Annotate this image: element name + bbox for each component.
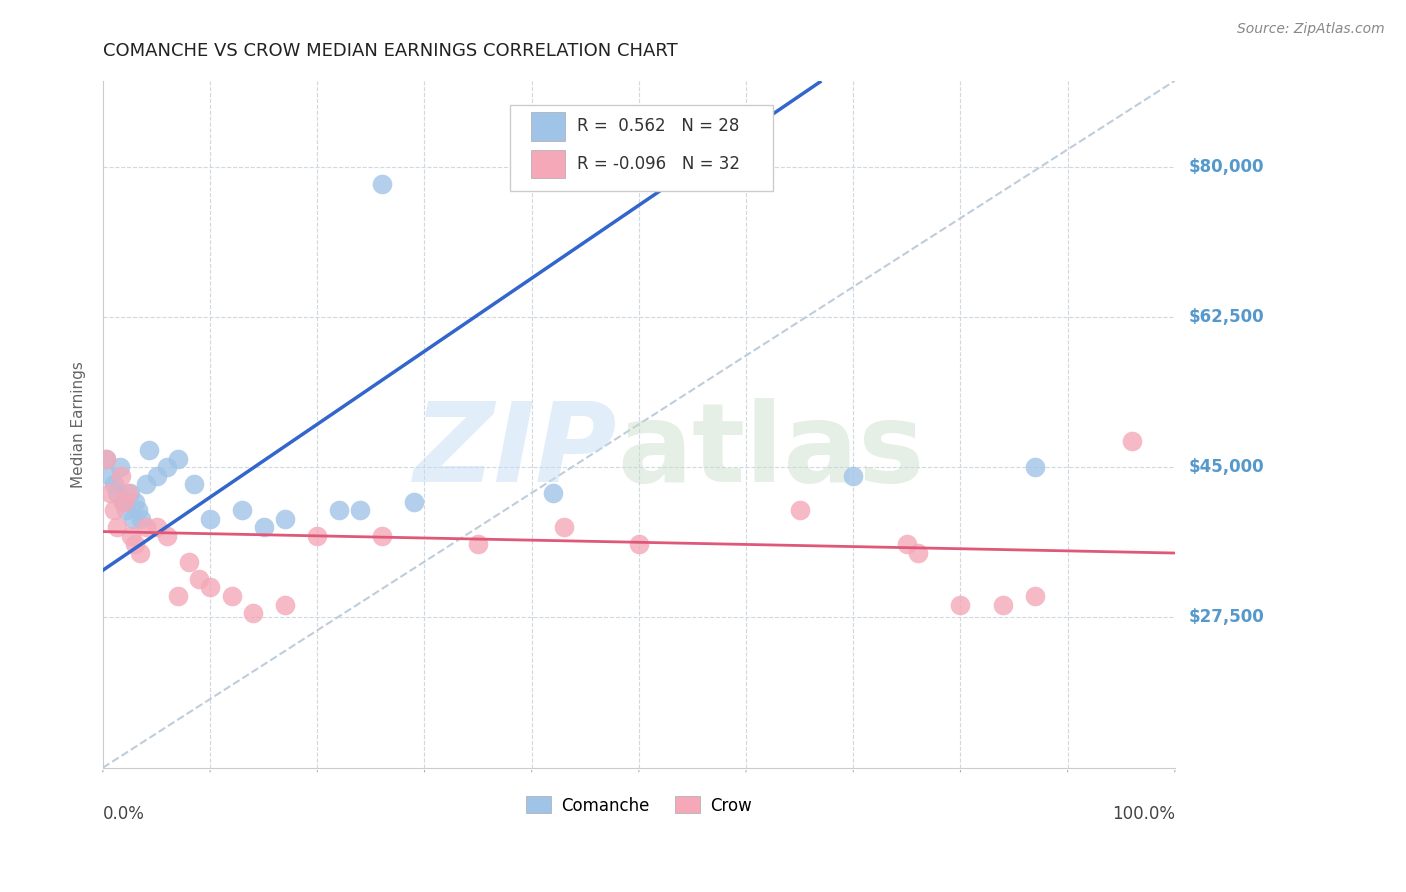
Point bbox=[1024, 460, 1046, 475]
Point bbox=[135, 520, 157, 534]
Point bbox=[138, 442, 160, 457]
Point bbox=[110, 468, 132, 483]
Point bbox=[103, 477, 125, 491]
Point bbox=[188, 572, 211, 586]
Text: ZIP: ZIP bbox=[413, 398, 617, 505]
Point bbox=[105, 486, 128, 500]
Point bbox=[198, 580, 221, 594]
Point bbox=[124, 537, 146, 551]
Point bbox=[115, 503, 138, 517]
Point bbox=[129, 546, 152, 560]
FancyBboxPatch shape bbox=[530, 112, 565, 141]
Point bbox=[131, 511, 153, 525]
Point bbox=[145, 468, 167, 483]
Point bbox=[156, 460, 179, 475]
Point bbox=[907, 546, 929, 560]
Text: 100.0%: 100.0% bbox=[1112, 805, 1175, 823]
Point bbox=[370, 177, 392, 191]
Point bbox=[135, 477, 157, 491]
Point bbox=[122, 511, 145, 525]
Point bbox=[842, 468, 865, 483]
FancyBboxPatch shape bbox=[530, 150, 565, 178]
Point bbox=[177, 555, 200, 569]
Point bbox=[105, 520, 128, 534]
Point bbox=[274, 511, 297, 525]
Point bbox=[167, 589, 190, 603]
Point bbox=[120, 529, 142, 543]
Point bbox=[183, 477, 205, 491]
Point bbox=[253, 520, 276, 534]
Text: R =  0.562   N = 28: R = 0.562 N = 28 bbox=[576, 117, 740, 135]
Point bbox=[124, 494, 146, 508]
Text: $45,000: $45,000 bbox=[1188, 458, 1264, 476]
Point bbox=[94, 451, 117, 466]
Point bbox=[108, 460, 131, 475]
Point bbox=[117, 486, 139, 500]
Point bbox=[118, 486, 141, 500]
Point bbox=[145, 520, 167, 534]
Point bbox=[274, 598, 297, 612]
Point bbox=[949, 598, 972, 612]
Text: $27,500: $27,500 bbox=[1188, 608, 1264, 626]
Point bbox=[167, 451, 190, 466]
Point bbox=[789, 503, 811, 517]
Text: COMANCHE VS CROW MEDIAN EARNINGS CORRELATION CHART: COMANCHE VS CROW MEDIAN EARNINGS CORRELA… bbox=[103, 42, 678, 60]
Point bbox=[198, 511, 221, 525]
Point bbox=[553, 520, 575, 534]
Text: $62,500: $62,500 bbox=[1188, 308, 1264, 326]
Point bbox=[993, 598, 1015, 612]
Point bbox=[467, 537, 489, 551]
Point bbox=[112, 494, 135, 508]
Point bbox=[307, 529, 329, 543]
Text: 0.0%: 0.0% bbox=[103, 805, 145, 823]
Text: $80,000: $80,000 bbox=[1188, 158, 1264, 176]
Legend: Comanche, Crow: Comanche, Crow bbox=[520, 789, 758, 822]
Point bbox=[627, 537, 650, 551]
Point bbox=[100, 468, 122, 483]
Point bbox=[103, 503, 125, 517]
Text: R = -0.096   N = 32: R = -0.096 N = 32 bbox=[576, 155, 740, 173]
Y-axis label: Median Earnings: Median Earnings bbox=[72, 360, 86, 488]
Point bbox=[112, 494, 135, 508]
Point bbox=[127, 503, 149, 517]
Point bbox=[349, 503, 371, 517]
Point bbox=[231, 503, 253, 517]
Point bbox=[242, 606, 264, 620]
Point bbox=[156, 529, 179, 543]
Point bbox=[402, 494, 425, 508]
Point bbox=[1121, 434, 1143, 449]
Text: Source: ZipAtlas.com: Source: ZipAtlas.com bbox=[1237, 22, 1385, 37]
Point bbox=[896, 537, 918, 551]
Point bbox=[100, 486, 122, 500]
Point bbox=[370, 529, 392, 543]
Text: atlas: atlas bbox=[617, 398, 925, 505]
FancyBboxPatch shape bbox=[510, 104, 773, 191]
Point bbox=[1024, 589, 1046, 603]
Point bbox=[328, 503, 350, 517]
Point bbox=[94, 451, 117, 466]
Point bbox=[541, 486, 564, 500]
Point bbox=[221, 589, 243, 603]
